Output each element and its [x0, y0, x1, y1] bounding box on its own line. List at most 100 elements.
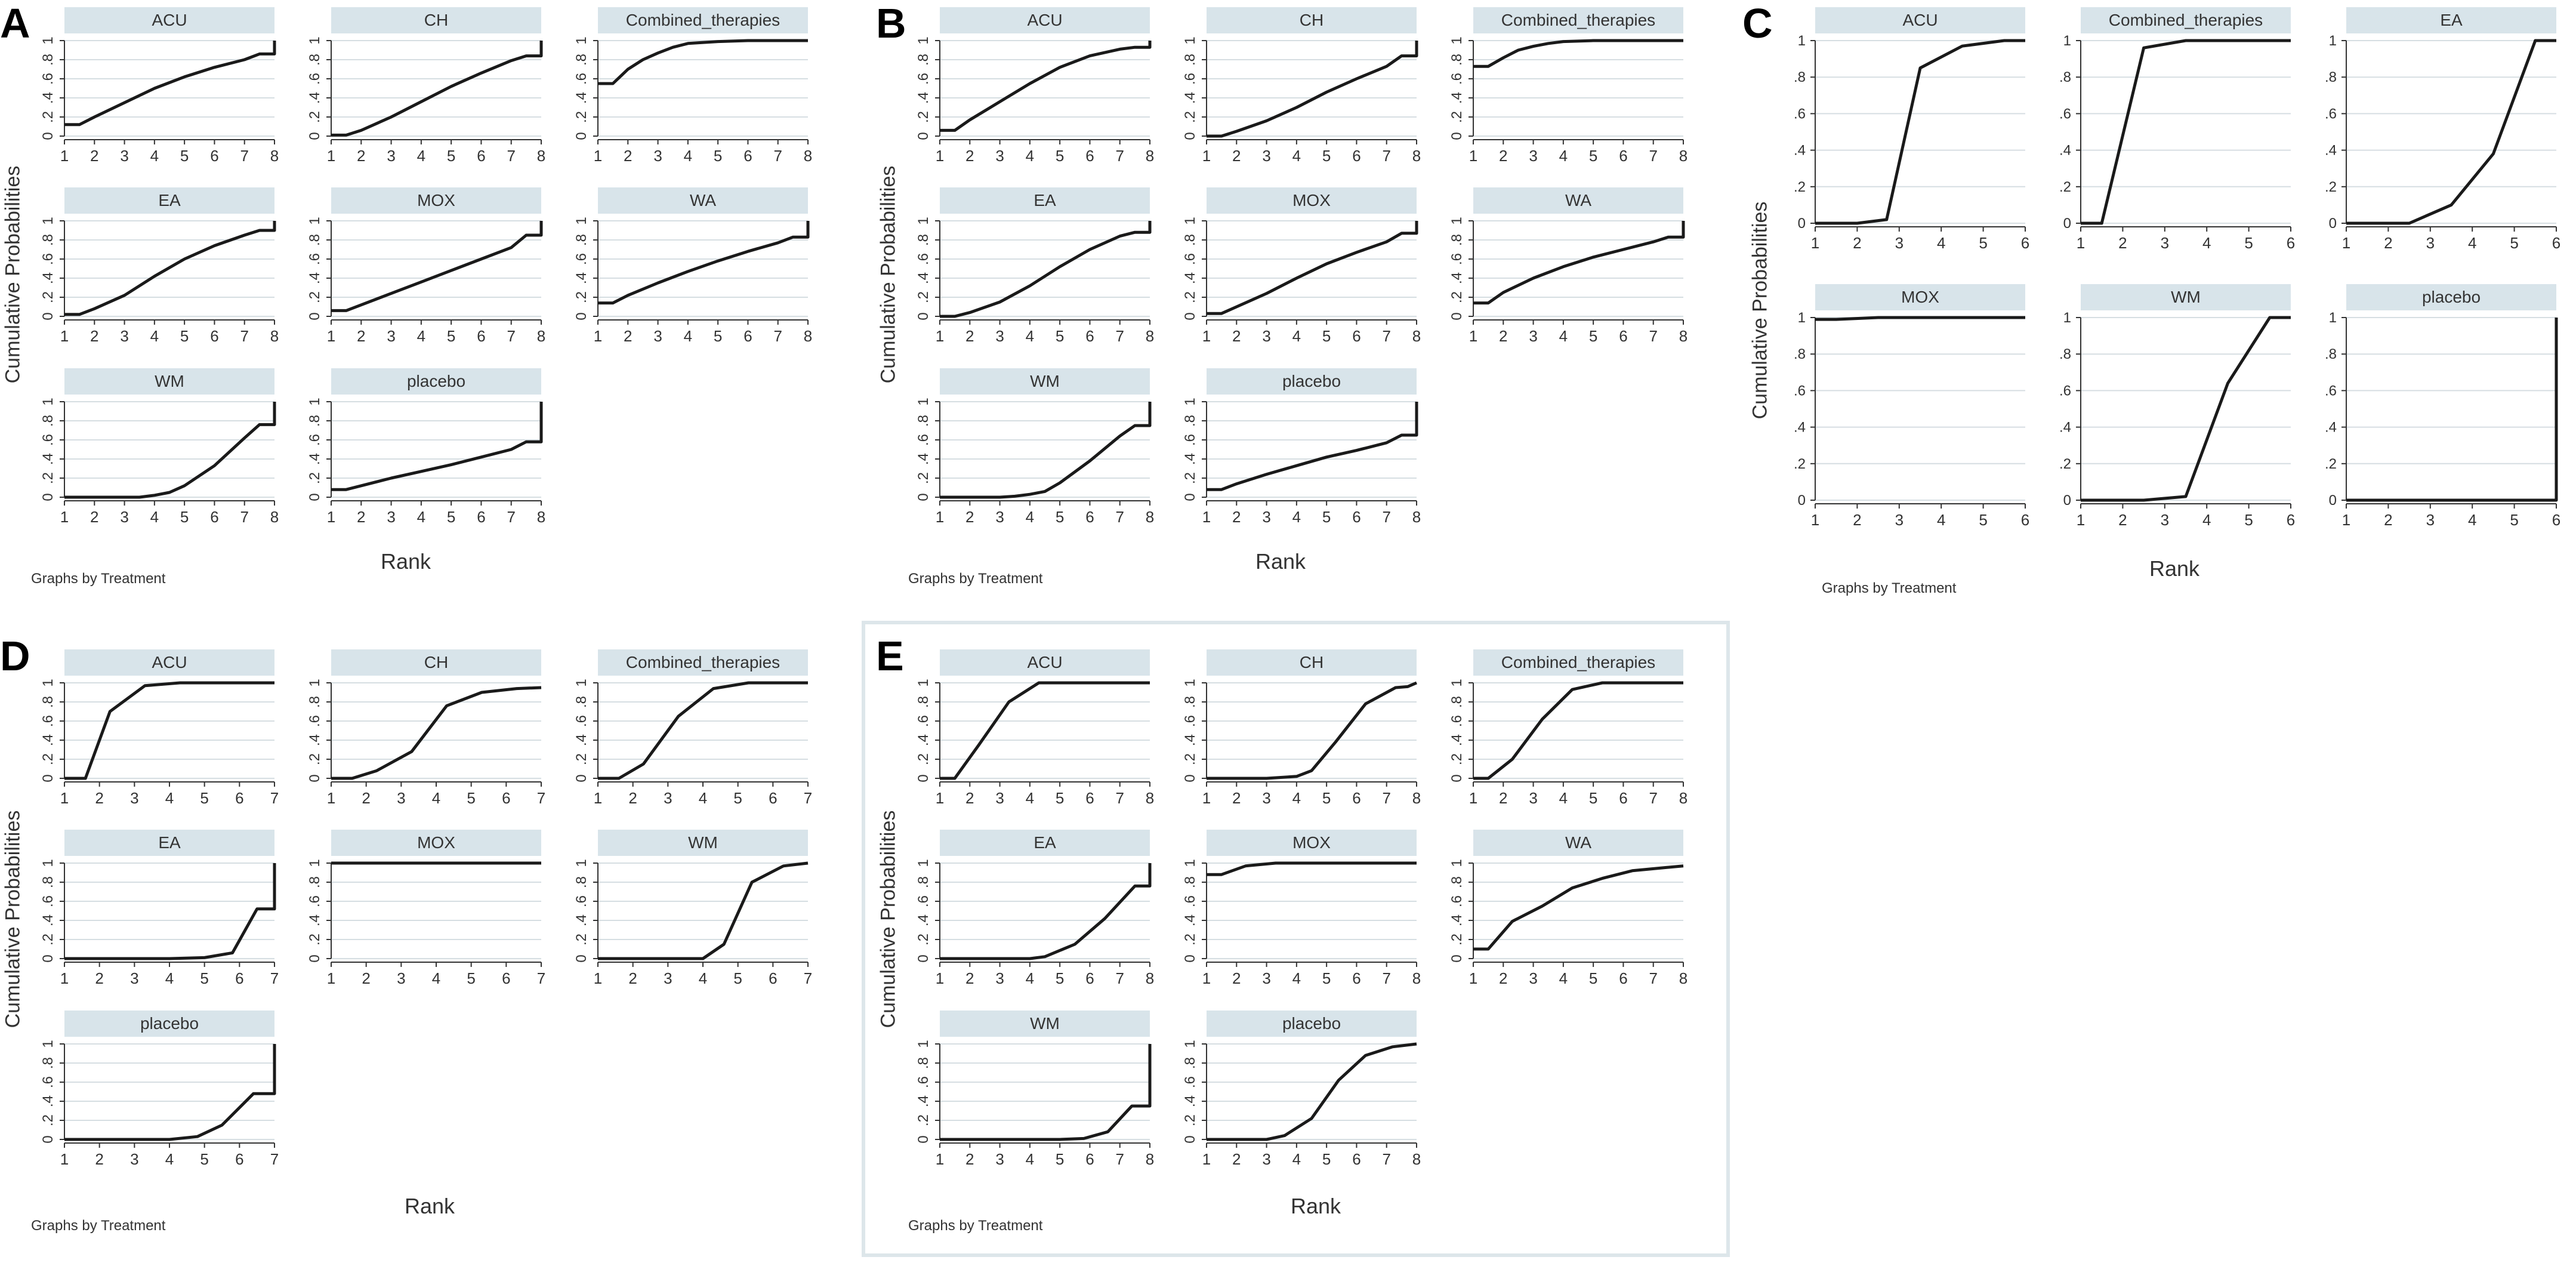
facet-strip — [940, 1011, 1150, 1037]
x-tick-label: 2 — [965, 789, 974, 807]
y-tick-label: .6 — [2325, 106, 2337, 122]
y-tick-label: .6 — [1449, 73, 1465, 85]
y-tick-label: .2 — [2325, 179, 2337, 195]
series-line — [1207, 1042, 1417, 1141]
x-tick-label: 7 — [240, 327, 248, 345]
y-tick-label: 1 — [40, 217, 56, 224]
y-tick-label: 0 — [573, 312, 590, 320]
x-tick-label: 6 — [1619, 789, 1627, 807]
x-tick-label: 2 — [965, 1150, 974, 1168]
x-tick-label: 4 — [165, 789, 174, 807]
x-tick-label: 4 — [417, 147, 425, 165]
x-tick-label: 2 — [362, 969, 370, 987]
x-tick-label: 4 — [2468, 234, 2476, 252]
y-tick-label: .8 — [573, 696, 590, 708]
y-tick-label: .6 — [1182, 434, 1198, 446]
series-line — [331, 41, 543, 137]
x-tick-label: 6 — [502, 789, 510, 807]
y-tick-label: 0 — [1449, 312, 1465, 320]
y-tick-label: 0 — [1182, 312, 1198, 320]
x-tick-label: 7 — [507, 147, 515, 165]
y-tick-label: .8 — [40, 696, 56, 708]
x-tick-label: 4 — [1559, 147, 1568, 165]
x-tick-label: 4 — [150, 508, 159, 526]
panel-a-subplot-placebo: placebo 0 .2 .4 .6 .8 1 1 2 3 4 5 6 7 8 — [307, 368, 545, 526]
panel-e-subplot-wa: WA 0 .2 .4 .6 .8 1 1 2 3 4 5 6 7 8 — [1449, 830, 1687, 987]
y-tick-label: .2 — [40, 934, 56, 945]
x-tick-label: 4 — [684, 327, 692, 345]
y-tick-label: 1 — [307, 36, 323, 44]
x-tick-label: 8 — [1146, 327, 1154, 345]
x-tick-label: 3 — [1262, 789, 1270, 807]
series-line — [598, 221, 810, 305]
x-tick-label: 4 — [1026, 327, 1034, 345]
y-tick-label: .8 — [1794, 69, 1806, 85]
panel-b-letter: B — [876, 0, 906, 47]
x-tick-label: 1 — [936, 1150, 944, 1168]
facet-strip — [331, 7, 541, 33]
x-tick-label: 5 — [714, 147, 722, 165]
y-tick-label: .8 — [1449, 54, 1465, 66]
x-tick-label: 8 — [804, 147, 812, 165]
facet-title: Combined_therapies — [626, 653, 780, 671]
panel-a-xlabel: Rank — [380, 549, 431, 574]
y-tick-label: .4 — [1449, 734, 1465, 746]
y-tick-label: 0 — [915, 132, 931, 140]
y-tick-label: .8 — [915, 415, 931, 427]
x-tick-label: 8 — [537, 508, 545, 526]
x-tick-label: 3 — [995, 508, 1004, 526]
y-tick-label: 0 — [40, 774, 56, 782]
x-tick-label: 5 — [467, 789, 475, 807]
y-tick-label: .8 — [573, 234, 590, 246]
y-tick-label: .4 — [915, 734, 931, 746]
y-tick-label: .4 — [307, 92, 323, 104]
facet-strip — [1815, 7, 2025, 33]
y-tick-label: .2 — [307, 291, 323, 303]
y-tick-label: .8 — [1449, 696, 1465, 708]
x-tick-label: 3 — [2426, 511, 2435, 529]
y-tick-label: .2 — [1449, 753, 1465, 765]
series-line — [64, 1044, 276, 1141]
x-tick-label: 8 — [1146, 789, 1154, 807]
y-tick-label: 1 — [2329, 33, 2337, 49]
y-tick-label: .6 — [1794, 106, 1806, 122]
facet-strip — [940, 187, 1150, 214]
x-tick-label: 3 — [130, 789, 138, 807]
x-tick-label: 5 — [2244, 511, 2253, 529]
panel-e-subplot-wm: WM 0 .2 .4 .6 .8 1 1 2 3 4 5 6 7 8 — [915, 1011, 1154, 1168]
y-tick-label: .6 — [573, 253, 590, 265]
facet-title: ACU — [152, 653, 187, 671]
x-tick-label: 5 — [1322, 147, 1331, 165]
y-tick-label: .6 — [915, 1076, 931, 1088]
facet-title: WM — [155, 372, 184, 390]
panel-c-xlabel: Rank — [2149, 556, 2200, 581]
y-tick-label: .6 — [2325, 383, 2337, 399]
y-tick-label: 0 — [1449, 954, 1465, 962]
y-tick-label: 1 — [1449, 36, 1465, 44]
x-tick-label: 4 — [2468, 511, 2476, 529]
x-tick-label: 5 — [1322, 1150, 1331, 1168]
x-tick-label: 3 — [120, 147, 128, 165]
facet-strip — [2346, 7, 2556, 33]
x-tick-label: 5 — [1056, 969, 1064, 987]
y-tick-label: .2 — [915, 934, 931, 945]
x-tick-label: 1 — [1469, 969, 1477, 987]
x-tick-label: 7 — [537, 969, 545, 987]
y-tick-label: .4 — [573, 272, 590, 284]
facet-title: EA — [1034, 833, 1056, 852]
facet-title: placebo — [2422, 288, 2481, 306]
y-tick-label: .6 — [573, 715, 590, 727]
x-tick-label: 2 — [2118, 511, 2127, 529]
x-tick-label: 6 — [1085, 508, 1094, 526]
x-tick-label: 4 — [1559, 327, 1568, 345]
y-tick-label: 1 — [40, 398, 56, 405]
y-tick-label: 1 — [915, 398, 931, 405]
y-tick-label: 0 — [573, 954, 590, 962]
y-tick-label: 1 — [1182, 859, 1198, 867]
x-tick-label: 2 — [1499, 327, 1507, 345]
facet-title: CH — [1300, 11, 1324, 29]
x-tick-label: 5 — [447, 327, 455, 345]
y-tick-label: .8 — [307, 415, 323, 427]
x-tick-label: 2 — [2384, 511, 2392, 529]
x-tick-label: 3 — [2426, 234, 2435, 252]
